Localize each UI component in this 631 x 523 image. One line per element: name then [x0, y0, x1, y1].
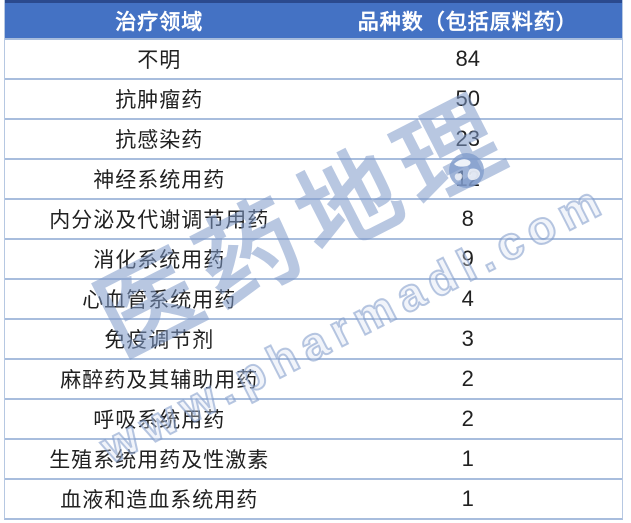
- table-row: 神经系统用药 12: [5, 158, 622, 198]
- row-label: 心血管系统用药: [82, 289, 237, 312]
- row-value: 1: [461, 486, 474, 511]
- table-row: 呼吸系统用药 2: [5, 398, 622, 438]
- row-value: 1: [461, 446, 474, 471]
- row-label: 抗肿瘤药: [115, 89, 204, 112]
- row-value: 3: [461, 326, 474, 351]
- row-value: 4: [461, 286, 474, 311]
- table-row: 麻醉药及其辅助用药 2: [5, 358, 622, 398]
- header-cell-therapy-area: 治疗领域: [115, 10, 204, 34]
- row-label: 麻醉药及其辅助用药: [60, 369, 259, 392]
- table-row: 心血管系统用药 4: [5, 278, 622, 318]
- row-label: 不明: [137, 49, 182, 72]
- row-value: 2: [461, 406, 474, 431]
- row-value: 12: [455, 166, 480, 191]
- row-label: 消化系统用药: [93, 249, 226, 272]
- table-header-row: 治疗领域 品种数（包括原料药）: [5, 0, 622, 38]
- row-label: 免疫调节剂: [104, 329, 215, 352]
- row-label: 神经系统用药: [93, 169, 226, 192]
- row-value: 23: [455, 126, 480, 151]
- row-label: 抗感染药: [115, 129, 204, 152]
- row-label: 生殖系统用药及性激素: [49, 449, 270, 472]
- table-row: 不明 84: [5, 38, 622, 78]
- row-label: 血液和造血系统用药: [60, 489, 259, 512]
- table-row: 消化系统用药 9: [5, 238, 622, 278]
- row-label: 呼吸系统用药: [93, 409, 226, 432]
- table-row: 血液和造血系统用药 1: [5, 478, 622, 518]
- row-label: 内分泌及代谢调节用药: [49, 209, 270, 232]
- therapy-area-table: 治疗领域 品种数（包括原料药） 不明 84 抗肿瘤药 50 抗感染药 23 神经…: [4, 0, 623, 520]
- row-value: 84: [455, 46, 480, 71]
- row-value: 8: [461, 206, 474, 231]
- table-row: 免疫调节剂 3: [5, 318, 622, 358]
- table-row: 生殖系统用药及性激素 1: [5, 438, 622, 478]
- row-value: 2: [461, 366, 474, 391]
- table-row: 抗感染药 23: [5, 118, 622, 158]
- table-row: 抗肿瘤药 50: [5, 78, 622, 118]
- row-value: 50: [455, 86, 480, 111]
- table-row: 内分泌及代谢调节用药 8: [5, 198, 622, 238]
- row-value: 9: [461, 246, 474, 271]
- header-cell-variety-count: 品种数（包括原料药）: [357, 10, 578, 34]
